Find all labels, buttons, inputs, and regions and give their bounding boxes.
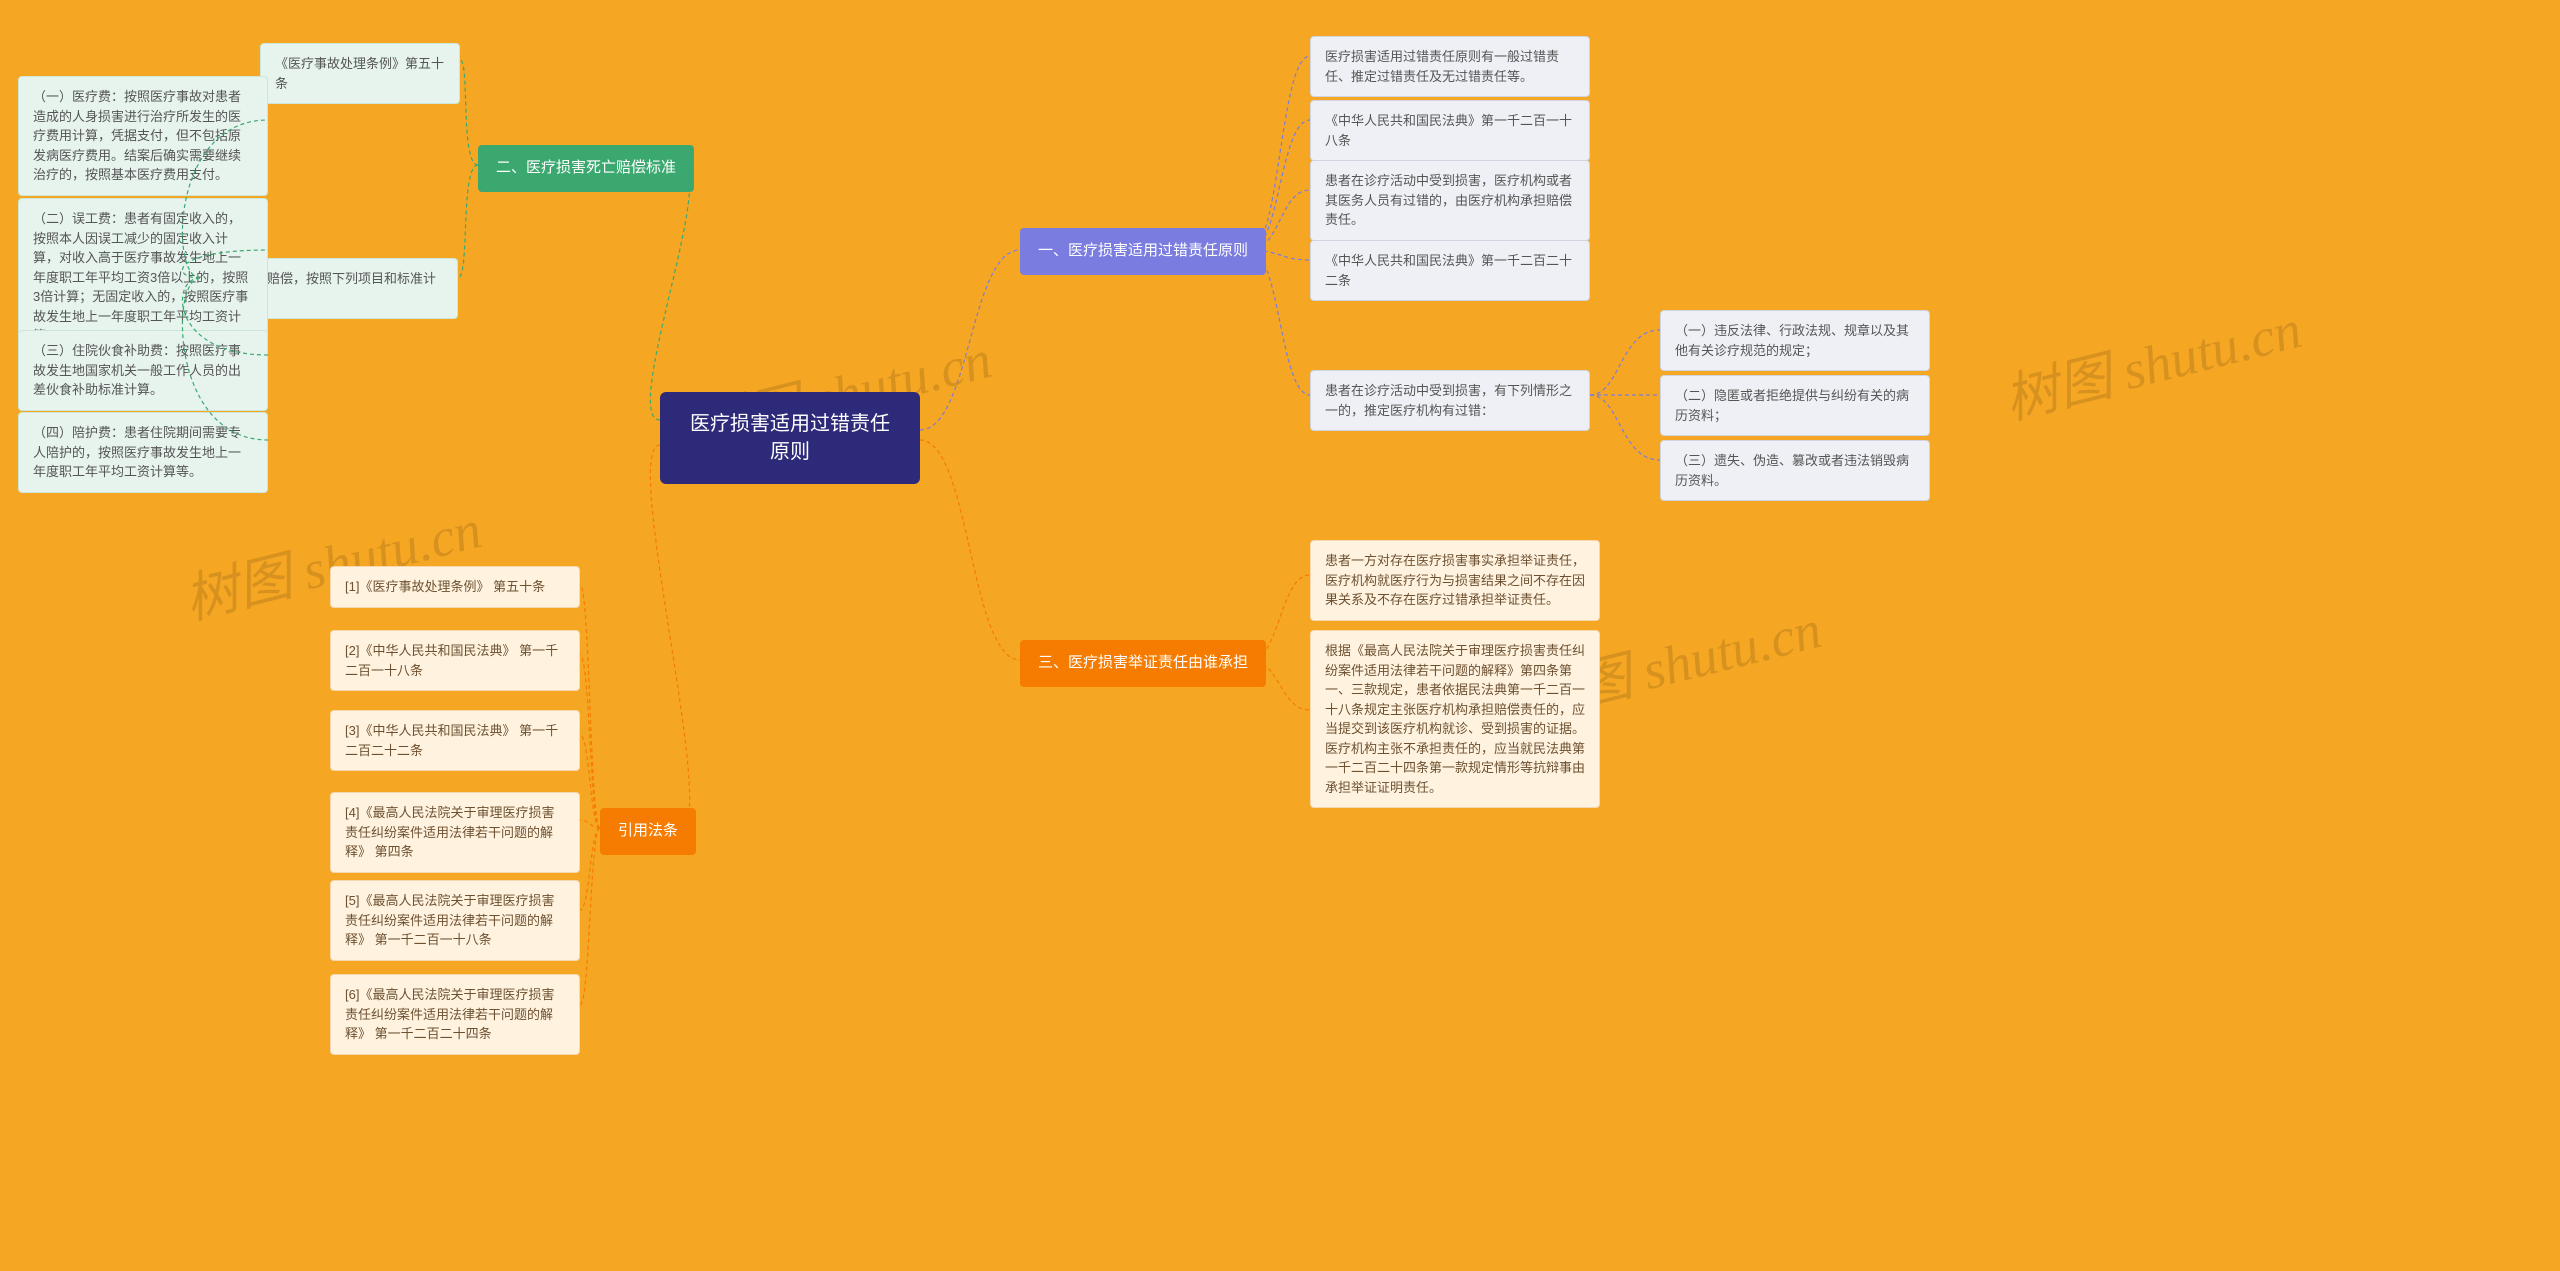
watermark: 树图 shutu.cn xyxy=(175,485,488,635)
branch-1-sub-1: （二）隐匿或者拒绝提供与纠纷有关的病历资料； xyxy=(1660,375,1930,436)
branch-1-item-1: 《中华人民共和国民法典》第一千二百一十八条 xyxy=(1310,100,1590,161)
branch-2-sub-0: （一）医疗费：按照医疗事故对患者造成的人身损害进行治疗所发生的医疗费用计算，凭据… xyxy=(18,76,268,196)
branch-1-item-3: 《中华人民共和国民法典》第一千二百二十二条 xyxy=(1310,240,1590,301)
branch-1-item-2: 患者在诊疗活动中受到损害，医疗机构或者其医务人员有过错的，由医疗机构承担赔偿责任… xyxy=(1310,160,1590,241)
branch-1-sub-2: （三）遗失、伪造、篡改或者违法销毁病历资料。 xyxy=(1660,440,1930,501)
watermark: 树图 shutu.cn xyxy=(1995,285,2308,435)
branch-4-item-2: [3]《中华人民共和国民法典》 第一千二百二十二条 xyxy=(330,710,580,771)
branch-4-item-3: [4]《最高人民法院关于审理医疗损害责任纠纷案件适用法律若干问题的解释》 第四条 xyxy=(330,792,580,873)
branch-4-item-0: [1]《医疗事故处理条例》 第五十条 xyxy=(330,566,580,608)
branch-4-item-1: [2]《中华人民共和国民法典》 第一千二百一十八条 xyxy=(330,630,580,691)
branch-1-sub-0: （一）违反法律、行政法规、规章以及其他有关诊疗规范的规定； xyxy=(1660,310,1930,371)
branch-4-item-5: [6]《最高人民法院关于审理医疗损害责任纠纷案件适用法律若干问题的解释》 第一千… xyxy=(330,974,580,1055)
branch-3-item-1: 根据《最高人民法院关于审理医疗损害责任纠纷案件适用法律若干问题的解释》第四条第一… xyxy=(1310,630,1600,808)
branch-3-item-0: 患者一方对存在医疗损害事实承担举证责任，医疗机构就医疗行为与损害结果之间不存在因… xyxy=(1310,540,1600,621)
branch-1: 一、医疗损害适用过错责任原则 xyxy=(1020,228,1266,275)
branch-4: 引用法条 xyxy=(600,808,696,855)
branch-3: 三、医疗损害举证责任由谁承担 xyxy=(1020,640,1266,687)
branch-1-item-0: 医疗损害适用过错责任原则有一般过错责任、推定过错责任及无过错责任等。 xyxy=(1310,36,1590,97)
root-node: 医疗损害适用过错责任原则 xyxy=(660,392,920,484)
branch-1-item-4: 患者在诊疗活动中受到损害，有下列情形之一的，推定医疗机构有过错： xyxy=(1310,370,1590,431)
branch-2-item-0: 《医疗事故处理条例》第五十条 xyxy=(260,43,460,104)
branch-4-item-4: [5]《最高人民法院关于审理医疗损害责任纠纷案件适用法律若干问题的解释》 第一千… xyxy=(330,880,580,961)
branch-2-sub-2: （三）住院伙食补助费：按照医疗事故发生地国家机关一般工作人员的出差伙食补助标准计… xyxy=(18,330,268,411)
branch-2: 二、医疗损害死亡赔偿标准 xyxy=(478,145,694,192)
branch-2-sub-3: （四）陪护费：患者住院期间需要专人陪护的，按照医疗事故发生地上一年度职工年平均工… xyxy=(18,412,268,493)
